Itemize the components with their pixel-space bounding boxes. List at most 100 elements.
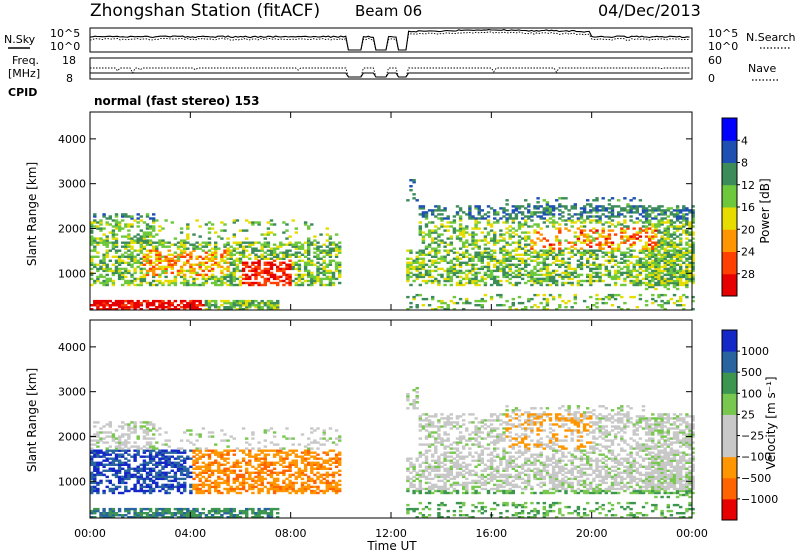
data-cell <box>536 207 540 210</box>
data-cell <box>195 304 199 307</box>
data-cell <box>145 233 150 236</box>
data-cell <box>316 271 320 275</box>
data-cell <box>514 263 519 266</box>
data-cell <box>431 247 435 250</box>
data-cell <box>121 283 125 287</box>
data-cell <box>179 447 184 450</box>
data-cell <box>272 243 277 246</box>
data-cell <box>232 269 236 273</box>
data-cell <box>108 453 112 456</box>
data-cell <box>117 301 122 305</box>
data-cell <box>238 449 243 452</box>
data-cell <box>682 275 686 279</box>
data-cell <box>207 221 212 224</box>
data-cell <box>145 227 150 230</box>
data-cell <box>657 251 661 254</box>
data-cell <box>176 512 181 515</box>
data-cell <box>548 275 553 279</box>
data-cell <box>613 255 618 258</box>
data-cell <box>260 487 264 491</box>
data-cell <box>465 251 469 254</box>
data-cell <box>210 514 215 517</box>
data-cell <box>111 509 116 513</box>
data-cell <box>93 467 97 470</box>
power-colorbar-label: Power [dB] <box>758 178 772 243</box>
data-cell <box>288 259 292 262</box>
data-cell <box>310 441 314 444</box>
data-cell <box>266 516 271 519</box>
data-cell <box>691 221 695 224</box>
data-cell <box>638 199 643 202</box>
data-cell <box>136 253 140 256</box>
data-cell <box>437 235 441 238</box>
data-cell <box>508 308 512 311</box>
data-cell <box>465 263 469 266</box>
data-cell <box>682 269 686 273</box>
data-cell <box>675 275 680 279</box>
data-cell <box>561 261 565 264</box>
data-cell <box>458 237 463 240</box>
data-cell <box>536 211 540 214</box>
data-cell <box>496 279 500 283</box>
data-cell <box>598 241 602 244</box>
data-cell <box>105 249 109 252</box>
data-cell <box>582 221 587 224</box>
data-cell <box>272 431 277 434</box>
data-cell <box>319 481 323 485</box>
data-cell <box>117 299 122 303</box>
data-cell <box>102 463 106 466</box>
data-cell <box>99 479 103 483</box>
data-cell <box>139 263 143 266</box>
data-cell <box>279 241 283 244</box>
data-cell <box>409 263 413 266</box>
data-cell <box>108 421 112 424</box>
data-cell <box>635 279 639 283</box>
data-cell <box>291 243 295 246</box>
data-cell <box>620 231 624 234</box>
data-cell <box>176 259 181 262</box>
data-cell <box>285 277 289 281</box>
data-cell <box>548 245 553 248</box>
data-cell <box>263 267 267 271</box>
data-cell <box>297 255 302 258</box>
data-cell <box>644 241 649 244</box>
data-cell <box>145 243 150 246</box>
data-cell <box>328 251 333 254</box>
data-cell <box>183 269 187 273</box>
data-cell <box>114 259 119 262</box>
data-cell <box>121 427 125 430</box>
data-cell <box>620 271 624 275</box>
data-cell <box>499 267 503 271</box>
data-cell <box>434 249 438 252</box>
data-cell <box>124 477 128 481</box>
data-cell <box>269 261 274 264</box>
data-cell <box>124 487 128 491</box>
data-cell <box>90 273 94 277</box>
data-cell <box>161 451 165 454</box>
data-cell <box>173 255 178 258</box>
data-cell <box>641 249 646 252</box>
data-cell <box>496 241 500 244</box>
data-cell <box>669 219 674 222</box>
data-cell <box>133 445 137 448</box>
data-cell <box>260 477 264 481</box>
data-cell <box>648 285 652 289</box>
data-cell <box>238 473 243 477</box>
data-cell <box>449 243 453 246</box>
data-cell <box>152 227 156 230</box>
data-cell <box>127 447 131 450</box>
data-cell <box>282 257 286 260</box>
data-cell <box>458 219 463 222</box>
data-cell <box>654 277 658 281</box>
data-cell <box>142 512 147 515</box>
data-cell <box>499 233 503 236</box>
data-cell <box>654 209 658 212</box>
data-cell <box>474 275 478 279</box>
data-cell <box>561 275 565 279</box>
data-cell <box>192 271 196 275</box>
data-cell <box>468 279 472 283</box>
data-cell <box>610 219 615 222</box>
data-cell <box>288 253 292 256</box>
data-cell <box>198 283 202 287</box>
data-cell <box>316 275 320 279</box>
